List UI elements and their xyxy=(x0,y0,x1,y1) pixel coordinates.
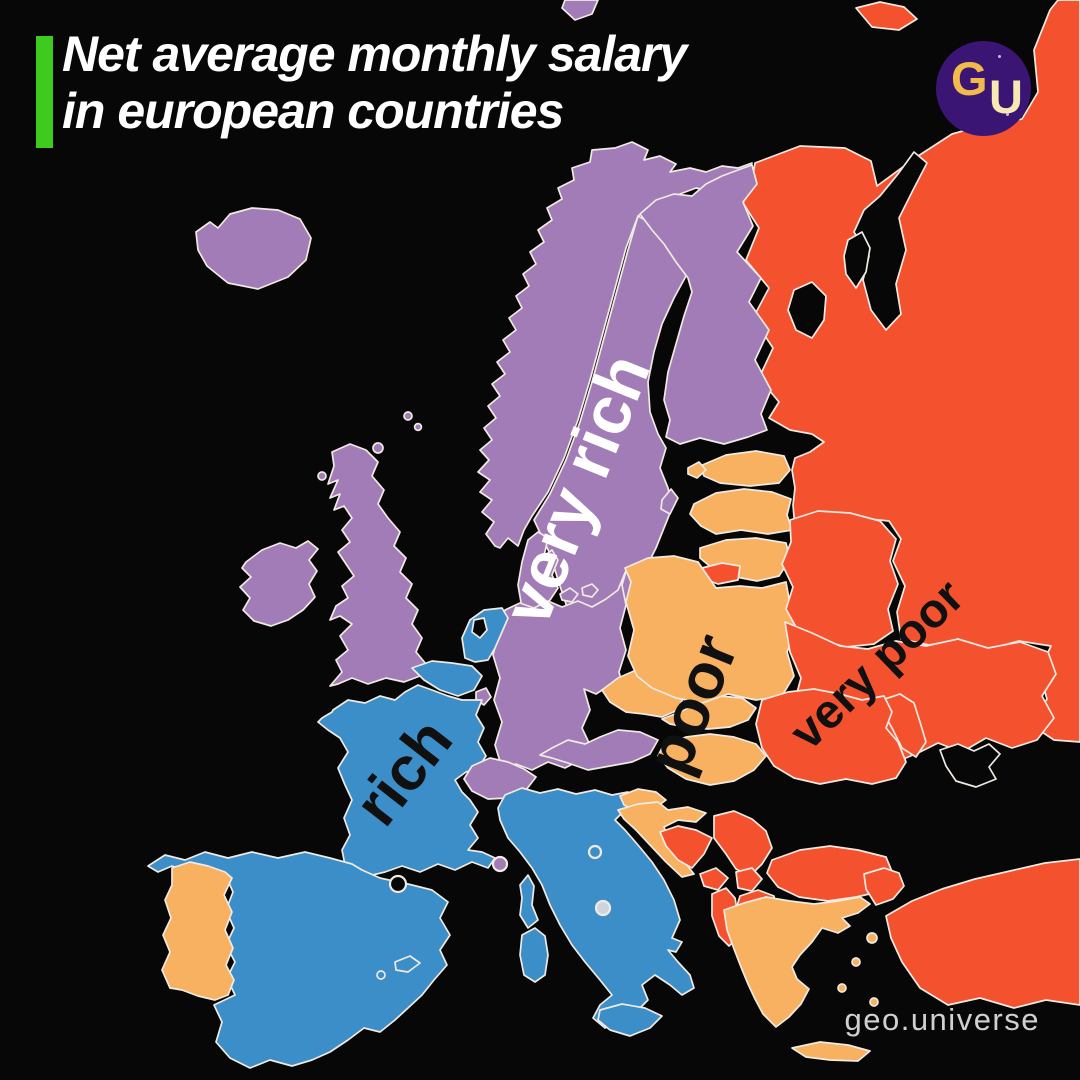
shetland-1 xyxy=(403,411,413,421)
watermark: geo.universe xyxy=(844,1002,1040,1037)
shetland-2 xyxy=(413,422,423,432)
country-iceland xyxy=(195,207,312,290)
country-estonia xyxy=(699,450,791,487)
country-ireland xyxy=(239,540,319,627)
country-belarus xyxy=(781,510,899,648)
logo-letter-u: U xyxy=(989,70,1023,123)
country-denmark xyxy=(517,531,559,609)
corsica xyxy=(519,874,539,929)
crimea xyxy=(939,743,1001,788)
denmark-island-1 xyxy=(559,587,579,603)
country-finland xyxy=(639,164,772,445)
logo-letter-g: G xyxy=(951,52,988,105)
page-title: Net average monthly salary in european c… xyxy=(62,26,687,140)
country-greece xyxy=(723,896,871,1028)
country-belgium xyxy=(411,660,483,697)
micro-san-marino xyxy=(587,844,603,860)
country-serbia xyxy=(713,810,773,877)
country-slovakia xyxy=(661,695,757,730)
country-poland xyxy=(624,555,798,704)
country-portugal xyxy=(161,861,235,1001)
aegean-island-2 xyxy=(851,957,861,967)
title-accent-bar xyxy=(36,36,53,148)
gotland xyxy=(660,488,679,515)
ibiza xyxy=(376,970,386,980)
sardinia xyxy=(519,927,549,983)
country-hungary xyxy=(657,733,767,786)
micro-monaco xyxy=(491,855,509,873)
ijsselmeer xyxy=(471,617,488,639)
micro-vatican xyxy=(594,899,612,917)
star-icon xyxy=(1006,113,1009,116)
white-sea xyxy=(853,151,928,331)
country-turkey xyxy=(885,858,1080,1009)
saaremaa xyxy=(687,461,707,479)
country-france xyxy=(317,684,496,877)
country-latvia xyxy=(689,488,793,535)
title-line-1: Net average monthly salary xyxy=(62,26,687,82)
country-germany xyxy=(492,567,628,771)
country-norway xyxy=(477,141,753,549)
title-line-2: in european countries xyxy=(62,83,564,139)
star-icon xyxy=(998,55,1001,58)
aegean-island-4 xyxy=(869,997,879,1007)
denmark-island-2 xyxy=(581,583,599,598)
sicily xyxy=(597,1003,663,1037)
aegean-island-1 xyxy=(866,932,878,944)
lake-ladoga xyxy=(787,281,827,339)
country-uk xyxy=(327,443,427,687)
crete xyxy=(791,1041,871,1062)
country-bosnia xyxy=(659,825,713,869)
hebrides xyxy=(317,471,327,481)
aegean-island-3 xyxy=(837,983,847,993)
country-romania xyxy=(755,688,907,785)
lake-onega xyxy=(843,231,871,289)
country-montenegro xyxy=(699,867,729,891)
micro-andorra xyxy=(388,874,408,894)
country-czechia xyxy=(601,670,685,718)
country-spain xyxy=(147,851,451,1069)
orkney xyxy=(372,442,384,454)
country-kosovo xyxy=(735,867,763,892)
mallorca xyxy=(394,955,421,973)
arctic-island xyxy=(855,1,918,31)
svalbard xyxy=(561,0,599,21)
country-austria xyxy=(539,729,659,771)
turkey-european xyxy=(863,867,905,906)
logo-badge: G U xyxy=(936,41,1031,136)
